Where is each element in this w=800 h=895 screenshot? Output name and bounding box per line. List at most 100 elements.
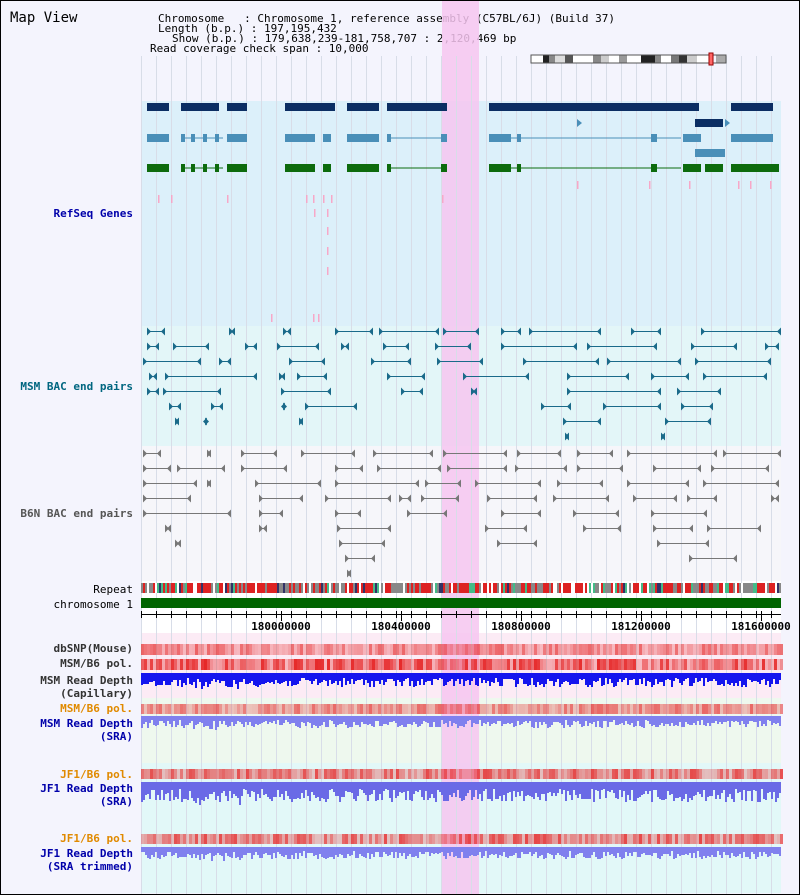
msm-b6-pol-sra-cell [549,704,552,714]
b6n-bac-pair-end [523,524,527,533]
jf1-depth-sra-bar [645,782,647,791]
refseq-gene-exon [731,103,773,111]
jf1-pol-cell [147,769,150,779]
jf1-depth-trimmed-bar [555,847,557,855]
msm-b6-pol-cell [192,659,195,670]
dbsnp-cell [177,644,180,655]
msm-b6-pol-sra-cell [567,704,570,714]
msm-depth-sra-bar [353,716,355,722]
jf1-depth-sra-bar [499,782,501,796]
jf1-pol-2-cell [615,834,618,844]
jf1-pol-cell [576,769,579,779]
chromosome-ideogram-band [555,55,565,63]
msm-depth-sra-bar [301,716,303,722]
dbsnp-cell [375,644,378,655]
jf1-pol-2-cell [366,834,369,844]
jf1-pol-2-cell [288,834,291,844]
jf1-pol-2-cell [450,834,453,844]
msm-depth-capillary-bar [583,673,585,679]
jf1-pol-2-cell [255,834,258,844]
jf1-depth-trimmed-bar [175,847,177,853]
dbsnp-cell [504,644,507,655]
repeat-element [169,583,171,593]
msm-depth-sra-bar [557,716,559,722]
jf1-depth-sra-bar [687,782,689,802]
jf1-pol-2-cell [537,834,540,844]
msm-depth-capillary-bar [711,673,713,681]
refseq-mark [314,209,316,217]
repeat-element [271,583,273,593]
msm-depth-sra-bar [289,716,291,724]
jf1-depth-trimmed-bar [551,847,553,855]
msm-depth-sra-bar [471,716,473,727]
msm-b6-pol-cell [672,659,675,670]
msm-depth-capillary-bar [235,673,237,684]
msm-b6-pol-cell [231,659,234,670]
msm-depth-sra-bar [355,716,357,725]
msm-b6-pol-cell [318,659,321,670]
b6n-bac-pair-end [143,479,147,488]
jf1-depth-trimmed-bar [417,847,419,858]
jf1-pol-cell [237,769,240,779]
b6n-bac-pair-end [485,524,489,533]
jf1-depth-sra-bar [279,782,281,797]
jf1-depth-sra-bar [327,782,329,799]
msm-b6-pol-sra-cell [453,704,456,714]
msm-depth-sra-bar [297,716,299,727]
dbsnp-cell [321,644,324,655]
msm-b6-pol-sra-cell [678,704,681,714]
repeat-element [151,583,153,593]
jf1-pol-cell [336,769,339,779]
jf1-depth-sra-bar [383,782,385,791]
b6n-bac-pair-end [167,524,171,533]
jf1-depth-trimmed-bar [221,847,223,856]
jf1-pol-2-cell [558,834,561,844]
jf1-pol-2-cell [435,834,438,844]
msm-b6-pol-sra-cell [651,704,654,714]
msm-depth-capillary-bar [145,673,147,684]
msm-depth-capillary-bar [577,673,579,684]
dbsnp-cell [153,644,156,655]
repeat-element [285,583,287,593]
msm-depth-capillary-bar [267,673,269,682]
msm-depth-capillary-bar [505,673,507,679]
repeat-element [653,583,655,593]
jf1-depth-trimmed-bar [625,847,627,852]
b6n-bac-pair-end [771,494,775,503]
jf1-depth-trimmed-bar [415,847,417,856]
jf1-depth-trimmed-bar [701,847,703,859]
msm-b6-pol-sra-cell [294,704,297,714]
msm-b6-pol-sra-cell [249,704,252,714]
jf1-depth-sra-bar [715,782,717,799]
msm-depth-capillary-bar [293,673,295,685]
repeat-element [203,583,205,593]
msm-depth-sra-bar [553,716,555,722]
chromosome-ideogram-band [716,55,726,63]
jf1-depth-sra-bar [619,782,621,790]
msm-b6-pol-cell [171,659,174,670]
b6n-bac-pair-end [335,464,339,473]
repeat-element [539,583,541,593]
msm-depth-capillary-bar [701,673,703,678]
msm-bac-pair-end [657,327,661,336]
dbsnp-cell [498,644,501,655]
msm-b6-pol-cell [492,659,495,670]
msm-depth-capillary-bar [409,673,411,686]
jf1-pol-cell [297,769,300,779]
msm-depth-capillary-bar [151,673,153,682]
refseq-gene-exon [285,164,315,172]
repeat-element [173,583,175,593]
msm-b6-pol-cell [201,659,204,670]
repeat-element [493,583,495,593]
msm-b6-pol-cell [381,659,384,670]
msm-depth-sra-bar [663,716,665,726]
msm-b6-pol-sra-cell [252,704,255,714]
b6n-bac-pair-end [279,509,283,518]
dbsnp-cell [279,644,282,655]
jf1-depth-sra-bar [187,782,189,800]
jf1-pol-cell [405,769,408,779]
jf1-depth-trimmed-bar [237,847,239,857]
jf1-depth-trimmed-bar [205,847,207,855]
